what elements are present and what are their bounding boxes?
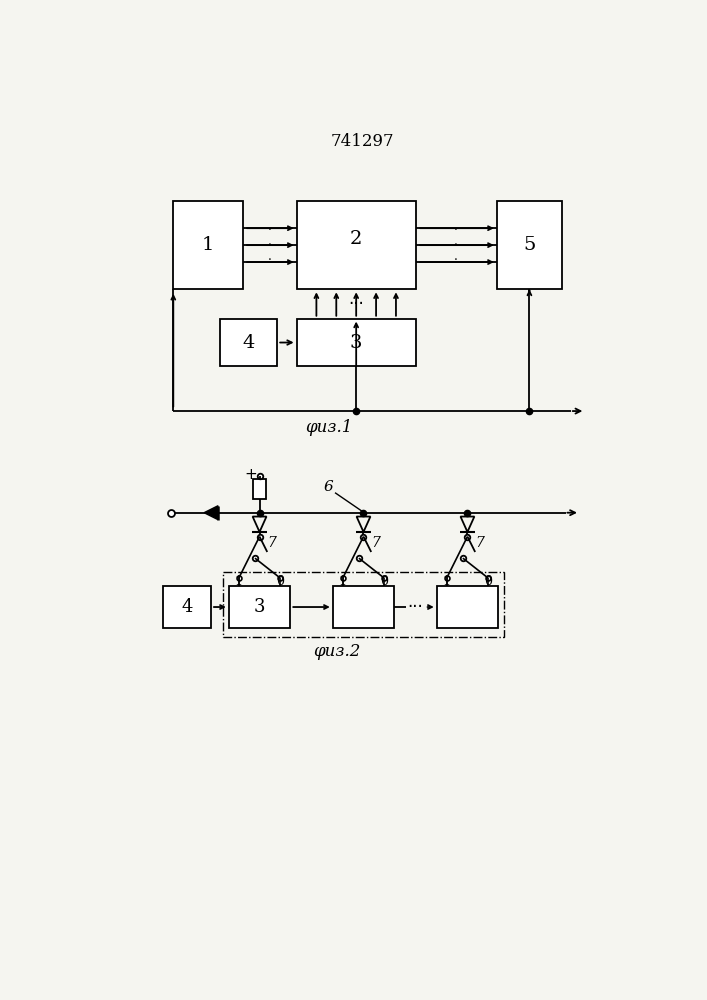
Text: ···: ··· bbox=[408, 598, 423, 616]
Polygon shape bbox=[204, 506, 218, 520]
Bar bbox=[497, 201, 562, 289]
Bar bbox=[223, 572, 504, 637]
Text: 6: 6 bbox=[324, 480, 334, 494]
Text: 2: 2 bbox=[350, 230, 363, 248]
Bar bbox=[437, 586, 498, 628]
Text: 0: 0 bbox=[484, 575, 492, 588]
Bar bbox=[296, 319, 416, 366]
Text: 1: 1 bbox=[339, 575, 346, 588]
Text: ·
·
·: · · · bbox=[455, 224, 458, 267]
Text: 3: 3 bbox=[350, 334, 363, 352]
Text: ···: ··· bbox=[349, 295, 364, 313]
Text: 741297: 741297 bbox=[331, 133, 395, 150]
Bar bbox=[229, 586, 291, 628]
Text: 1: 1 bbox=[235, 575, 243, 588]
Text: φиз.1: φиз.1 bbox=[305, 420, 353, 436]
Bar bbox=[173, 201, 243, 289]
Text: 4: 4 bbox=[243, 334, 255, 352]
Text: 0: 0 bbox=[380, 575, 388, 588]
Text: 0: 0 bbox=[276, 575, 284, 588]
Text: 3: 3 bbox=[254, 598, 265, 616]
Bar bbox=[333, 586, 395, 628]
Text: φиз.2: φиз.2 bbox=[313, 643, 361, 660]
Bar bbox=[219, 319, 277, 366]
Bar bbox=[296, 201, 416, 289]
Text: 7: 7 bbox=[371, 536, 380, 550]
Text: 7: 7 bbox=[267, 536, 276, 550]
Text: +: + bbox=[245, 467, 257, 482]
Text: 7: 7 bbox=[475, 536, 484, 550]
Bar bbox=[163, 586, 211, 628]
Bar bbox=[253, 479, 266, 499]
Text: ·
·
·: · · · bbox=[268, 224, 271, 267]
Text: 1: 1 bbox=[443, 575, 450, 588]
Text: 1: 1 bbox=[201, 236, 214, 254]
Text: 5: 5 bbox=[523, 236, 536, 254]
Text: 4: 4 bbox=[182, 598, 193, 616]
